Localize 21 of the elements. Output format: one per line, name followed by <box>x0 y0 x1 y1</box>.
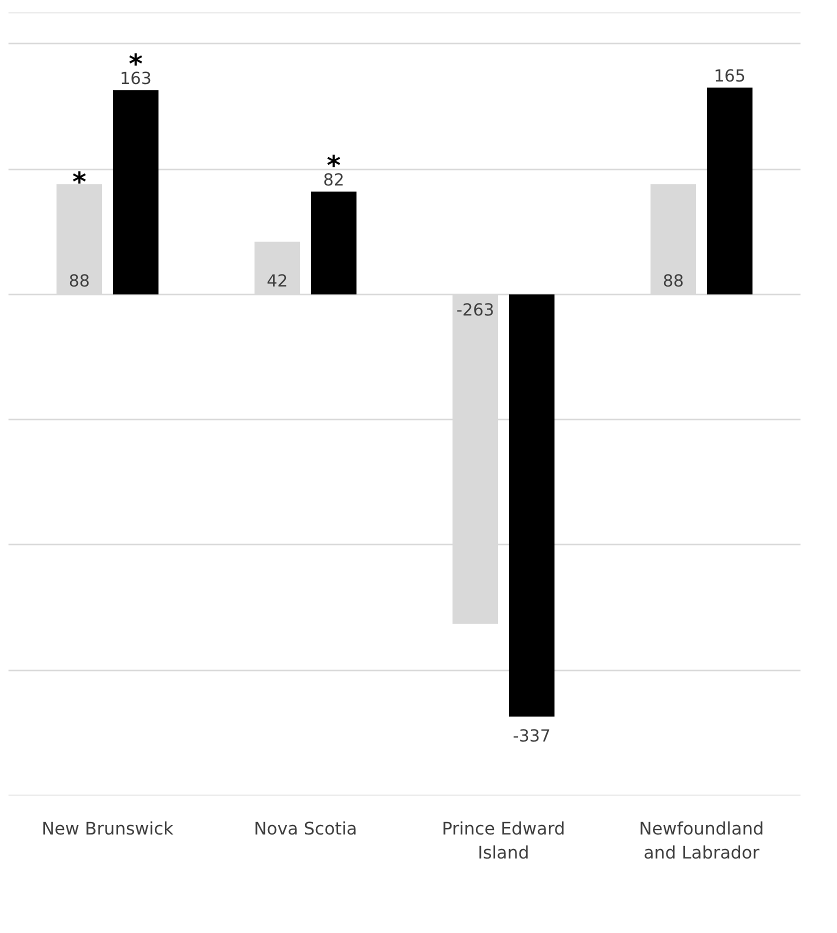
bar <box>56 184 102 294</box>
bar <box>508 294 554 717</box>
data-label: 42 <box>266 271 288 290</box>
bar <box>650 184 696 294</box>
data-label: -263 <box>456 300 494 320</box>
bar <box>112 90 158 294</box>
bar <box>452 294 498 624</box>
data-label: 165 <box>714 66 746 86</box>
data-label: -337 <box>512 726 551 746</box>
x-tick-label: Newfoundland and Labrador <box>639 820 764 864</box>
annotation: * <box>72 167 86 198</box>
data-label: 163 <box>120 69 152 88</box>
bar <box>310 192 356 294</box>
x-tick-label: Prince Edward Island <box>442 820 566 864</box>
x-tick-label: Nova Scotia <box>254 820 358 840</box>
data-label: 88 <box>662 271 684 290</box>
x-tick-label: New Brunswick <box>42 820 174 840</box>
data-label: 82 <box>323 170 344 190</box>
bar <box>254 242 300 294</box>
data-label: 88 <box>68 271 90 290</box>
bar <box>706 88 752 294</box>
